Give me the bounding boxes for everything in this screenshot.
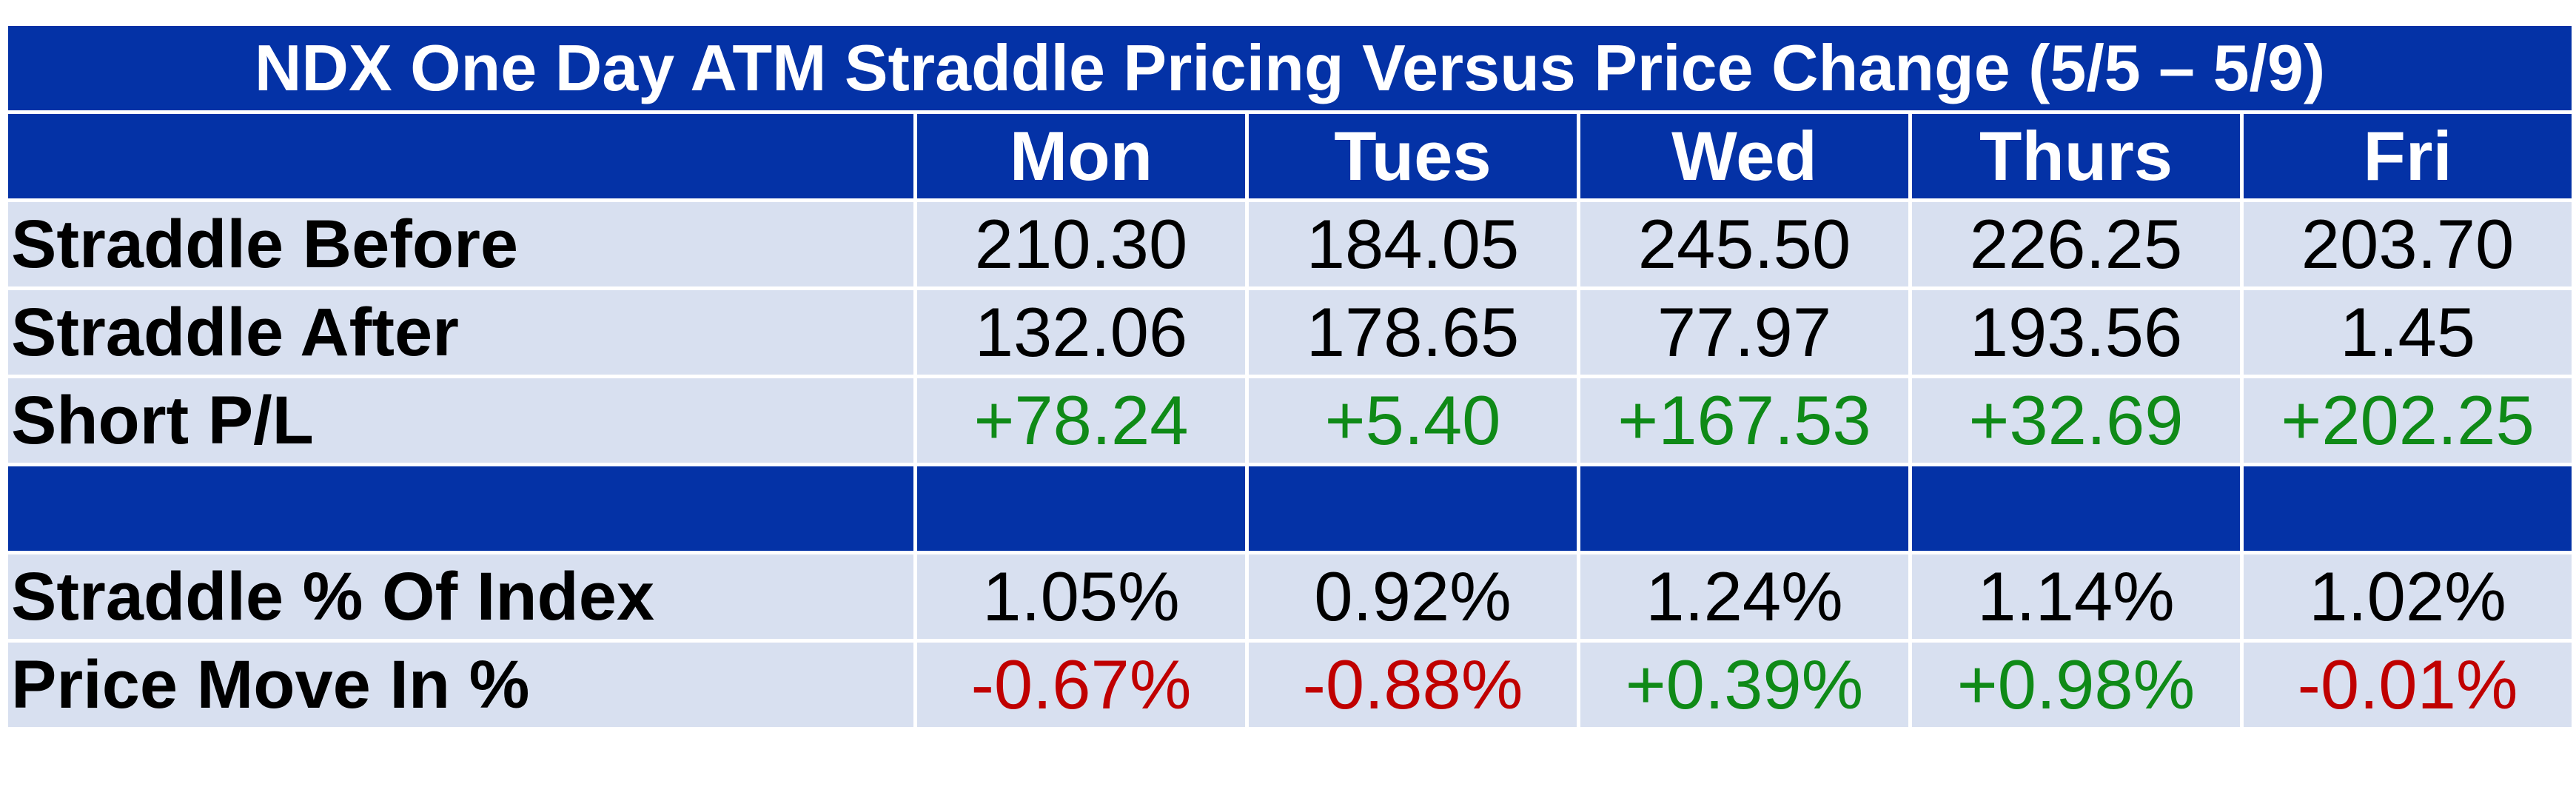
row-label-price-move-pct: Price Move In % (4, 639, 917, 731)
table-cell: 0.92% (1245, 551, 1580, 643)
table-cell: +78.24 (913, 375, 1249, 466)
table-cell: +0.98% (1908, 639, 2244, 731)
day-header-row: Mon Tues Wed Thurs Fri (4, 110, 2576, 202)
day-header-wed: Wed (1577, 110, 1912, 202)
title-row: NDX One Day ATM Straddle Pricing Versus … (4, 22, 2576, 114)
table-title: NDX One Day ATM Straddle Pricing Versus … (4, 22, 2576, 114)
table-row: Straddle % Of Index 1.05% 0.92% 1.24% 1.… (4, 551, 2576, 643)
table-cell: 178.65 (1245, 286, 1580, 378)
table-row: Straddle Before 210.30 184.05 245.50 226… (4, 198, 2576, 290)
table-cell: 210.30 (913, 198, 1249, 290)
table-cell: 226.25 (1908, 198, 2244, 290)
table-cell: +32.69 (1908, 375, 2244, 466)
table-cell: +0.39% (1577, 639, 1912, 731)
table-cell: -0.01% (2239, 639, 2576, 731)
separator-cell (1577, 463, 1912, 554)
row-label-straddle-after: Straddle After (4, 286, 917, 378)
table-cell: 1.45 (2239, 286, 2576, 378)
table-cell: +167.53 (1577, 375, 1912, 466)
separator-cell (2239, 463, 2576, 554)
table-cell: 1.02% (2239, 551, 2576, 643)
separator-cell (1908, 463, 2244, 554)
day-header-mon: Mon (913, 110, 1249, 202)
table-cell: 203.70 (2239, 198, 2576, 290)
day-header-fri: Fri (2239, 110, 2576, 202)
table-cell: 132.06 (913, 286, 1249, 378)
table-cell: +202.25 (2239, 375, 2576, 466)
separator-cell (913, 463, 1249, 554)
straddle-table: NDX One Day ATM Straddle Pricing Versus … (4, 22, 2576, 731)
separator-row (4, 463, 2576, 554)
table-cell: 193.56 (1908, 286, 2244, 378)
table-cell: 1.24% (1577, 551, 1912, 643)
table-row: Straddle After 132.06 178.65 77.97 193.5… (4, 286, 2576, 378)
separator-cell (1245, 463, 1580, 554)
header-corner-cell (4, 110, 917, 202)
day-header-thurs: Thurs (1908, 110, 2244, 202)
table-cell: -0.67% (913, 639, 1249, 731)
row-label-straddle-before: Straddle Before (4, 198, 917, 290)
row-label-short-pl: Short P/L (4, 375, 917, 466)
table-row: Short P/L +78.24 +5.40 +167.53 +32.69 +2… (4, 375, 2576, 466)
table-cell: -0.88% (1245, 639, 1580, 731)
row-label-straddle-pct-index: Straddle % Of Index (4, 551, 917, 643)
table-cell: 184.05 (1245, 198, 1580, 290)
table-cell: 1.14% (1908, 551, 2244, 643)
separator-cell (4, 463, 917, 554)
table-cell: 77.97 (1577, 286, 1912, 378)
table-cell: 1.05% (913, 551, 1249, 643)
day-header-tues: Tues (1245, 110, 1580, 202)
table-cell: +5.40 (1245, 375, 1580, 466)
table-row: Price Move In % -0.67% -0.88% +0.39% +0.… (4, 639, 2576, 731)
table-cell: 245.50 (1577, 198, 1912, 290)
